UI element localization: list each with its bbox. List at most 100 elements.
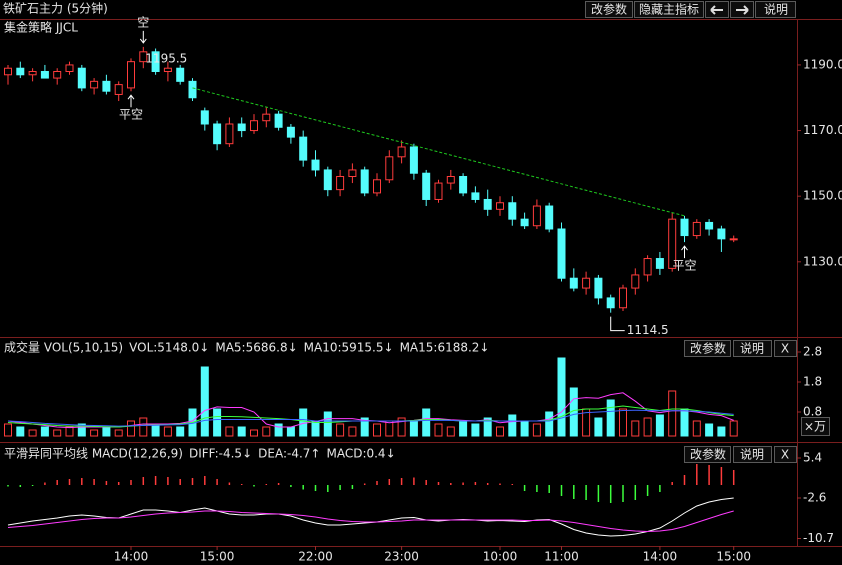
legend-entry: MA5:5686.8↓ (215, 341, 297, 355)
x-tick-label: 15:00 (716, 550, 751, 564)
candle-body (508, 202, 517, 220)
volume-bar (77, 423, 86, 437)
candle-body (582, 277, 591, 289)
volume-bar (483, 417, 492, 437)
volume-bar (225, 426, 234, 437)
candle-body (151, 51, 160, 72)
candle-body (188, 80, 197, 99)
candle-body (286, 126, 295, 138)
unit-label: ×万 (804, 420, 826, 434)
value-label: VOL:5148.0↓ (129, 341, 209, 355)
volume-bar (545, 411, 554, 437)
strategy-title: 集金策略 JJCL (4, 20, 78, 35)
volume-bar (237, 426, 246, 437)
edit-params-button[interactable]: 改参数 (585, 1, 633, 18)
button-label: 隐藏主指标 (639, 2, 699, 17)
legend-entry: MACD:0.4↓ (326, 447, 395, 461)
candle-body (619, 287, 627, 309)
help-button[interactable]: 说明 (755, 1, 796, 18)
candle-body (397, 146, 406, 158)
volume-bar (471, 423, 480, 437)
macd-close-button[interactable]: X (774, 446, 797, 463)
candle-body (4, 67, 12, 76)
x-tick-label: 23:00 (384, 550, 419, 564)
macd-help-button[interactable]: 说明 (733, 446, 772, 463)
volume-bar (397, 417, 406, 437)
legend-entry: DIFF:-4.5↓ (189, 447, 252, 461)
volume-bar (557, 357, 566, 437)
y-tick-label: 2.8 (803, 345, 822, 359)
volume-bar (668, 390, 677, 437)
macd-edit-button[interactable]: 改参数 (684, 446, 731, 463)
candle-body (606, 297, 615, 309)
legend-entry: MA10:5915.5↓ (304, 341, 394, 355)
candle-body (336, 176, 345, 191)
candle-body (311, 159, 320, 171)
button-label: 改参数 (591, 2, 627, 17)
signal-arrow (139, 30, 147, 44)
button-label: 说明 (764, 2, 788, 17)
hide-indicator-button[interactable]: 隐藏主指标 (634, 1, 704, 18)
y-tick-label: 0.8 (803, 405, 822, 419)
vol-help-button[interactable]: 说明 (733, 340, 772, 357)
legend-entry: MA15:6188.2↓ (400, 341, 490, 355)
volume-bar (311, 420, 320, 437)
volume-bar (127, 420, 135, 437)
candle-body (323, 169, 332, 191)
volume-bar (163, 426, 172, 437)
volume-bar (65, 426, 74, 437)
candle-body (680, 218, 689, 237)
y-tick-label: 5.4 (803, 451, 822, 465)
signal-label: 平空 (672, 259, 696, 273)
legend-entry: DEA:-4.7↑ (258, 447, 320, 461)
candle-body (483, 198, 492, 210)
volume-bar (594, 417, 603, 437)
candle-body (557, 228, 566, 279)
candle-body (16, 67, 25, 76)
candle-body (28, 71, 37, 76)
indicator-line (7, 510, 734, 533)
candle-body (114, 84, 123, 95)
candle-body (299, 136, 308, 161)
candle-body (655, 258, 664, 269)
volume-bar (619, 408, 627, 437)
vol-edit-button[interactable]: 改参数 (684, 340, 731, 357)
button-label: 说明 (740, 447, 764, 462)
candle-body (348, 169, 357, 177)
candle-body (360, 169, 369, 194)
candle-body (200, 110, 209, 125)
volume-bar (28, 429, 37, 437)
volume-bar (250, 429, 258, 437)
candle-body (496, 202, 504, 210)
candle-body (176, 67, 185, 82)
volume-bar (606, 399, 615, 437)
volume-bar (274, 423, 283, 437)
volume-bar (434, 423, 443, 437)
candle-body (705, 221, 714, 230)
candle-body (668, 218, 677, 269)
indicator-line (7, 409, 734, 427)
button-label: 改参数 (690, 447, 726, 462)
volume-bar (631, 420, 640, 437)
volume-bar (176, 426, 185, 437)
low-label: 1114.5 (627, 323, 669, 337)
button-label: X (781, 448, 789, 462)
volume-bar (409, 420, 418, 437)
signal-arrow (127, 94, 135, 108)
unit-box: ×万 (801, 417, 830, 436)
next-button[interactable] (730, 1, 754, 18)
candle-body (237, 123, 246, 132)
candle-body (53, 71, 62, 79)
prev-button[interactable] (705, 1, 729, 18)
vol-close-button[interactable]: X (774, 340, 797, 357)
volume-bar (459, 420, 468, 437)
candle-body (409, 146, 418, 174)
candle-body (594, 277, 603, 299)
candle-body (385, 156, 394, 181)
panel-title: 平滑异同平均线 MACD(12,26,9) (4, 447, 183, 461)
y-tick-label: -2.6 (803, 491, 826, 505)
volume-bar (508, 414, 517, 437)
volume-bar (151, 423, 160, 437)
y-tick-label: 1190.0 (803, 57, 842, 71)
